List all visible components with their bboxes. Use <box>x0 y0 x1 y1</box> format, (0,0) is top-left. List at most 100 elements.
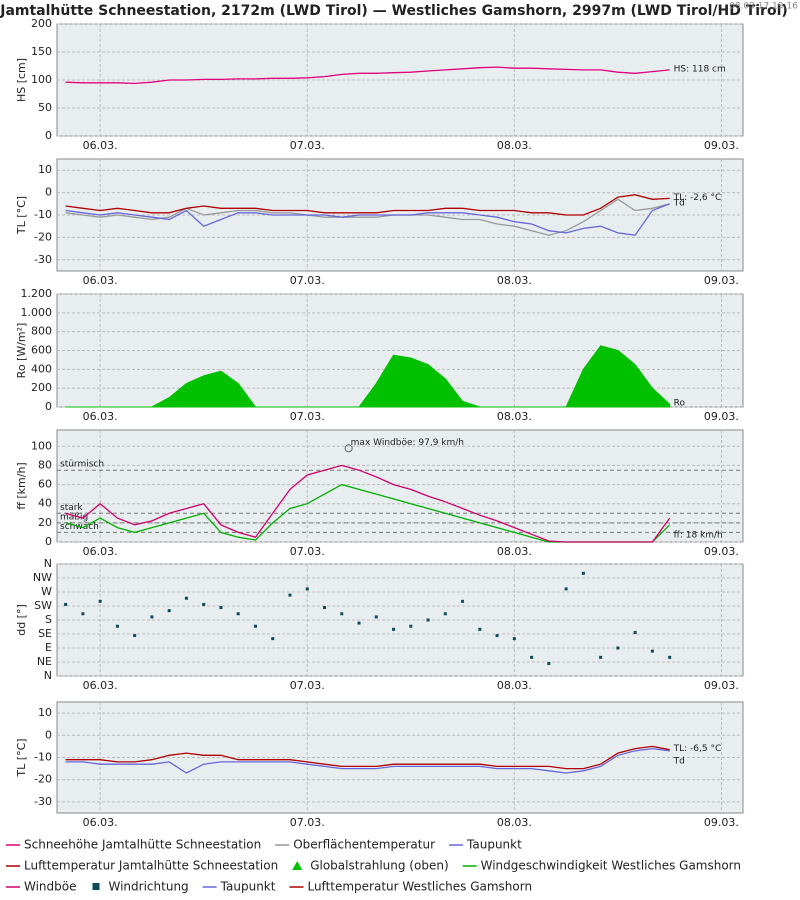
series-end-label: Td <box>673 756 685 766</box>
point <box>340 612 344 616</box>
x-tick-label: 06.03. <box>83 410 118 423</box>
legend-item: Globalstrahlung (oben) <box>292 859 449 873</box>
y-tick-label: -20 <box>34 230 52 243</box>
y-axis-label: HS [cm] <box>15 58 28 102</box>
x-tick-label: 09.03. <box>704 139 739 152</box>
series-end-label: TL: -6,5 °C <box>673 744 722 754</box>
legend-label: Lufttemperatur Jamtalhütte Schneestation <box>24 859 278 873</box>
point <box>426 618 430 622</box>
x-tick-label: 09.03. <box>704 816 739 829</box>
line <box>65 194 670 216</box>
point <box>236 612 240 616</box>
point <box>115 624 119 628</box>
y-tick-label: E <box>45 641 52 654</box>
x-tick-label: 06.03. <box>83 816 118 829</box>
annotation-marker <box>344 444 353 453</box>
point <box>133 634 137 638</box>
point <box>184 596 188 600</box>
legend-label: Taupunkt <box>466 838 522 852</box>
point <box>478 627 482 631</box>
point <box>374 615 378 619</box>
point <box>81 612 85 616</box>
y-tick-label: 200 <box>31 381 52 394</box>
series-end-label: Ro <box>674 399 686 409</box>
point <box>167 609 171 613</box>
x-tick-label: 09.03. <box>704 274 739 287</box>
legend-label: Windböe <box>24 880 77 894</box>
legend-label: Windgeschwindigkeit Westliches Gamshorn <box>481 859 741 873</box>
timestamp: 08.03.17 19:16 <box>729 2 798 12</box>
x-tick-label: 07.03. <box>290 139 325 152</box>
legend-swatch <box>92 883 100 890</box>
x-tick-label: 08.03. <box>497 679 532 692</box>
y-tick-label: 60 <box>38 478 52 491</box>
legend-label: Windrichtung <box>109 880 189 894</box>
y-tick-label: 150 <box>31 45 52 58</box>
line <box>65 747 670 774</box>
y-tick-label: 10 <box>38 163 52 176</box>
point <box>288 593 292 597</box>
y-tick-label: 80 <box>38 458 52 471</box>
line <box>65 203 670 236</box>
legend-item: Windböe <box>6 880 77 894</box>
y-tick-label: N <box>44 557 52 570</box>
y-tick-label: 1.000 <box>21 306 53 319</box>
y-tick-label: NW <box>33 571 52 584</box>
reference-label: mäßig <box>60 512 88 522</box>
y-tick-label: 0 <box>45 400 52 413</box>
legend-swatch <box>292 861 303 870</box>
x-tick-label: 08.03. <box>497 274 532 287</box>
point <box>253 624 257 628</box>
x-tick-label: 06.03. <box>83 139 118 152</box>
y-tick-label: 40 <box>38 497 52 510</box>
point <box>392 627 396 631</box>
point <box>150 615 154 619</box>
y-tick-label: 100 <box>31 439 52 452</box>
reference-label: stürmisch <box>60 460 104 470</box>
y-tick-label: 0 <box>45 186 52 199</box>
y-axis-label: dd [°] <box>15 604 28 636</box>
point <box>322 606 326 610</box>
y-tick-label: W <box>41 585 52 598</box>
x-tick-label: 06.03. <box>83 274 118 287</box>
x-tick-label: 07.03. <box>290 816 325 829</box>
x-tick-label: 06.03. <box>83 545 118 558</box>
legend-item: Taupunkt <box>449 838 522 852</box>
point <box>305 587 309 591</box>
legend-label: Oberflächentemperatur <box>293 838 435 852</box>
point <box>650 649 654 653</box>
legend-label: Globalstrahlung (oben) <box>310 859 448 873</box>
legend-item: Windgeschwindigkeit Westliches Gamshorn <box>462 859 741 873</box>
series-end-label: TL: -2,6 °C <box>673 193 722 203</box>
y-tick-label: 100 <box>31 73 52 86</box>
y-axis-label: ff [km/h] <box>15 462 28 509</box>
area <box>65 345 671 408</box>
y-tick-label: 0 <box>45 728 52 741</box>
series-end-label: HS: 118 cm <box>674 64 726 74</box>
y-tick-label: -10 <box>34 751 52 764</box>
point <box>616 646 620 650</box>
x-tick-label: 08.03. <box>497 545 532 558</box>
point <box>530 655 534 659</box>
point <box>495 634 499 638</box>
point <box>202 602 206 606</box>
point <box>668 655 672 659</box>
x-tick-label: 07.03. <box>290 274 325 287</box>
point <box>64 602 68 606</box>
y-tick-label: 200 <box>31 17 52 30</box>
point <box>461 599 465 603</box>
y-tick-label: -30 <box>34 253 52 266</box>
y-tick-label: N <box>44 669 52 682</box>
point <box>599 655 603 659</box>
point <box>219 606 223 610</box>
legend-label: Schneehöhe Jamtalhütte Schneestation <box>24 838 261 852</box>
point <box>581 571 585 575</box>
y-tick-label: 800 <box>31 325 52 338</box>
point <box>443 612 447 616</box>
legend-item: Taupunkt <box>202 880 276 894</box>
series-end-label: ff: 18 km/h <box>674 530 723 540</box>
y-axis-label: TL [°C] <box>15 738 28 777</box>
y-tick-label: 400 <box>31 362 52 375</box>
x-tick-label: 08.03. <box>497 139 532 152</box>
